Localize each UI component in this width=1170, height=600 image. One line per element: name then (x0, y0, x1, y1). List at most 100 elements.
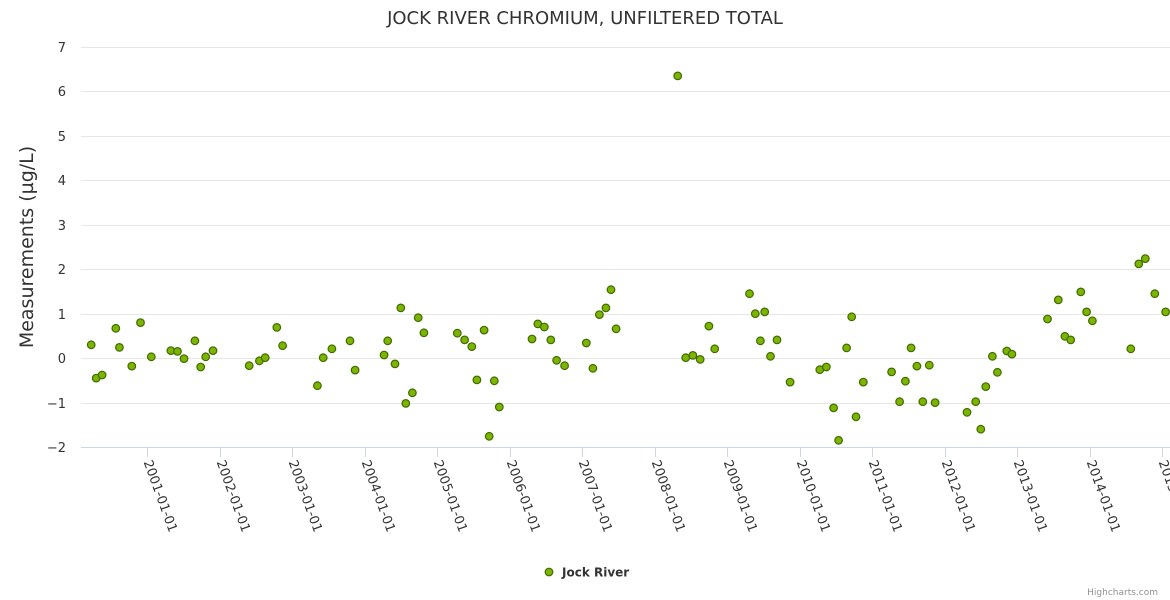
data-point[interactable] (1082, 307, 1091, 317)
data-point[interactable] (467, 342, 477, 352)
data-point[interactable] (201, 352, 211, 362)
data-point[interactable] (681, 353, 691, 363)
data-point[interactable] (1161, 307, 1170, 317)
data-point[interactable] (546, 335, 556, 345)
data-point[interactable] (993, 367, 1002, 377)
data-point[interactable] (851, 412, 861, 422)
data-point[interactable] (695, 355, 705, 364)
data-point[interactable] (842, 343, 851, 353)
data-point[interactable] (962, 407, 972, 417)
data-point[interactable] (479, 325, 489, 335)
data-point[interactable] (489, 376, 499, 386)
data-point[interactable] (887, 367, 896, 377)
data-point[interactable] (390, 359, 400, 369)
data-point[interactable] (114, 343, 124, 352)
data-point[interactable] (710, 344, 720, 354)
data-point[interactable] (173, 347, 182, 356)
data-point[interactable] (208, 346, 218, 356)
data-point[interactable] (146, 352, 156, 362)
credits-link[interactable]: Highcharts.com (1087, 588, 1158, 598)
data-point[interactable] (847, 312, 857, 322)
data-point[interactable] (318, 353, 328, 363)
data-point[interactable] (472, 375, 482, 385)
data-point[interactable] (278, 341, 288, 351)
data-point[interactable] (413, 313, 423, 323)
data-point[interactable] (673, 71, 683, 81)
data-point[interactable] (1140, 254, 1150, 264)
data-point[interactable] (1066, 335, 1076, 345)
data-point[interactable] (136, 318, 145, 328)
data-point[interactable] (484, 431, 494, 441)
data-point[interactable] (97, 370, 107, 380)
data-point[interactable] (313, 381, 322, 391)
data-point[interactable] (244, 361, 254, 371)
data-point[interactable] (829, 403, 838, 413)
data-point[interactable] (111, 323, 121, 333)
data-point[interactable] (988, 351, 997, 361)
data-point[interactable] (981, 382, 991, 392)
data-point[interactable] (1126, 344, 1136, 354)
data-point[interactable] (1007, 349, 1017, 359)
y-tick-label: 5 (58, 130, 66, 145)
data-point[interactable] (396, 303, 406, 313)
data-point[interactable] (196, 362, 206, 372)
data-point[interactable] (976, 424, 986, 434)
data-point[interactable] (127, 361, 137, 371)
data-point[interactable] (601, 303, 611, 313)
legend-item-jock-river[interactable]: Jock River (561, 566, 629, 580)
legend[interactable]: Jock River (544, 566, 629, 580)
data-point[interactable] (1076, 287, 1086, 297)
data-point[interactable] (86, 340, 96, 350)
data-point[interactable] (930, 398, 940, 408)
data-point[interactable] (588, 363, 598, 373)
data-point[interactable] (327, 344, 337, 354)
data-point[interactable] (895, 397, 904, 407)
data-point[interactable] (912, 361, 922, 371)
data-point[interactable] (918, 397, 928, 407)
data-point[interactable] (408, 388, 417, 398)
data-point[interactable] (272, 323, 282, 332)
data-point[interactable] (494, 402, 504, 412)
series-jock-river[interactable] (86, 71, 1170, 445)
data-point[interactable] (539, 322, 549, 332)
data-point[interactable] (345, 336, 355, 346)
data-point[interactable] (419, 328, 429, 338)
data-point[interactable] (611, 324, 621, 334)
data-point[interactable] (560, 361, 569, 371)
data-point[interactable] (766, 351, 775, 361)
data-point[interactable] (785, 377, 795, 387)
data-point[interactable] (1134, 259, 1144, 269)
data-point[interactable] (704, 321, 714, 331)
data-point[interactable] (924, 360, 934, 370)
data-point[interactable] (527, 334, 537, 344)
data-point[interactable] (350, 365, 360, 375)
data-point[interactable] (834, 435, 843, 445)
data-point[interactable] (190, 336, 200, 346)
data-point[interactable] (756, 336, 765, 346)
data-point[interactable] (1043, 314, 1052, 324)
data-point[interactable] (595, 310, 604, 320)
data-point[interactable] (383, 336, 393, 346)
data-point[interactable] (1053, 295, 1063, 305)
data-point[interactable] (858, 377, 868, 387)
data-point[interactable] (401, 399, 411, 408)
data-point[interactable] (452, 328, 462, 338)
data-point[interactable] (581, 338, 591, 348)
data-point[interactable] (901, 376, 910, 386)
data-point[interactable] (745, 289, 754, 299)
data-point[interactable] (772, 335, 782, 345)
data-point[interactable] (821, 362, 831, 372)
data-point[interactable] (260, 353, 270, 363)
data-point[interactable] (379, 350, 389, 360)
data-point[interactable] (688, 351, 698, 360)
data-point[interactable] (179, 354, 189, 364)
data-point[interactable] (460, 335, 470, 345)
data-point[interactable] (906, 343, 916, 353)
data-point[interactable] (971, 397, 981, 407)
data-point[interactable] (552, 355, 561, 365)
data-point[interactable] (1150, 289, 1160, 299)
data-point[interactable] (606, 285, 616, 295)
data-point[interactable] (760, 307, 770, 317)
data-point[interactable] (750, 309, 760, 319)
data-point[interactable] (1087, 316, 1097, 326)
